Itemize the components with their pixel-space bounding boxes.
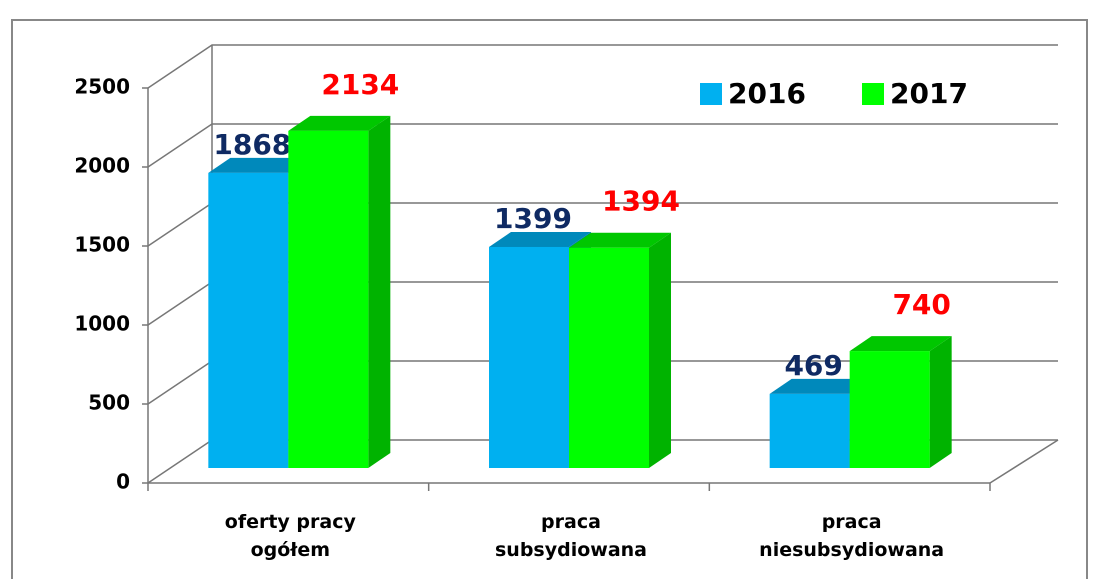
data-label: 1399	[494, 202, 572, 235]
x-tick-label: praca niesubsydiowana	[759, 511, 945, 561]
bar	[569, 247, 649, 468]
y-tick-label: 2500	[74, 75, 130, 99]
bar-top	[208, 157, 311, 173]
y-tick-label: 500	[88, 391, 130, 415]
legend-label: 2016	[728, 77, 806, 110]
x-tick-label: praca subsydiowana	[494, 511, 648, 561]
data-label: 1394	[602, 185, 680, 218]
y-tick-label: 0	[116, 470, 130, 494]
frame	[11, 19, 1088, 579]
bar-top	[849, 336, 952, 352]
data-label: 2134	[321, 68, 399, 101]
bar-top	[569, 232, 671, 248]
bar	[849, 351, 930, 468]
bar-side	[929, 336, 952, 468]
bar-top	[288, 115, 391, 131]
y-tick-label: 2000	[74, 154, 130, 178]
bar	[288, 130, 369, 468]
data-label: 1868	[213, 128, 291, 161]
data-label: 469	[784, 349, 842, 382]
bar	[208, 172, 289, 468]
legend-swatch	[862, 83, 884, 105]
legend-label: 2017	[890, 77, 968, 110]
data-label: 740	[892, 288, 950, 321]
floor-edge	[989, 439, 1059, 484]
bar	[489, 246, 569, 468]
bar-top	[769, 378, 872, 394]
legend-swatch	[700, 83, 722, 105]
bar	[769, 393, 850, 468]
y-tick-label: 1000	[74, 312, 130, 336]
grid-line	[147, 123, 1058, 168]
x-tick-label: oferty pracy ogółem	[224, 511, 356, 561]
y-tick-label: 1500	[74, 233, 130, 257]
grid-line	[147, 44, 1058, 89]
bar-top	[489, 231, 591, 247]
bar-side	[649, 232, 671, 468]
bar-side	[368, 115, 391, 468]
